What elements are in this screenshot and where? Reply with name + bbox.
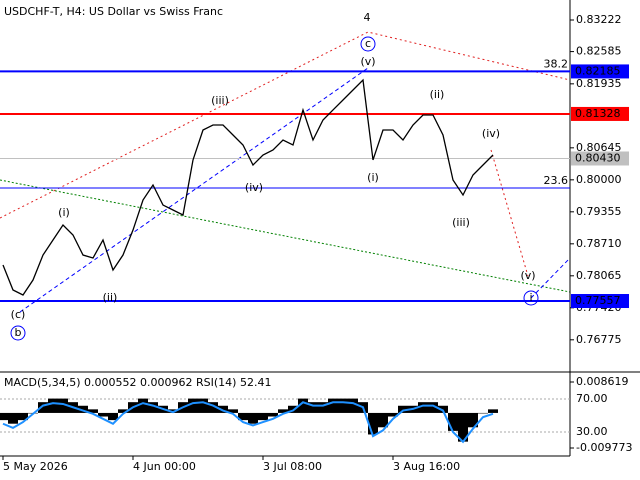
y-tick-label: -0.009773 xyxy=(576,441,632,454)
macd-bar xyxy=(418,402,428,413)
wave-label: c xyxy=(365,37,371,50)
fib-label: 38.2 xyxy=(544,57,569,70)
moving-average xyxy=(0,179,571,293)
price-label: 0.82185 xyxy=(575,64,621,77)
macd-bar xyxy=(258,412,268,421)
y2-tick-label: 70.00 xyxy=(576,392,608,405)
wave-label: (v) xyxy=(360,55,375,68)
macd-bar xyxy=(0,412,8,421)
macd-bar xyxy=(248,412,258,424)
macd-bar xyxy=(398,405,408,413)
macd-bar xyxy=(108,412,118,421)
x-tick-label: 5 May 2026 xyxy=(3,460,68,473)
price-box xyxy=(571,106,629,121)
macd-bar xyxy=(88,409,98,413)
y-tick-label: 0.80000 xyxy=(576,173,622,186)
macd-bar xyxy=(458,412,468,442)
y2-tick-label: 30.00 xyxy=(576,425,608,438)
macd-bar xyxy=(278,409,288,413)
macd-bar xyxy=(58,398,68,413)
macd-bar xyxy=(298,398,308,413)
macd-bar xyxy=(308,402,318,413)
macd-bar xyxy=(208,402,218,413)
wave-label: (ii) xyxy=(430,88,445,101)
macd-bar xyxy=(118,409,128,413)
macd-bar xyxy=(198,398,208,413)
rsi-line xyxy=(2,401,494,444)
y-tick-label: 0.008619 xyxy=(576,375,629,388)
macd-bar xyxy=(38,402,48,413)
x-tick-label: 3 Aug 16:00 xyxy=(393,460,460,473)
macd-bar xyxy=(428,402,438,413)
y-tick-label: 0.79355 xyxy=(576,205,622,218)
projection-line xyxy=(490,149,529,277)
wave-label: (iv) xyxy=(245,181,263,194)
macd-bar xyxy=(468,412,478,428)
chart-title: USDCHF-T, H4: US Dollar vs Swiss Franc xyxy=(4,5,223,18)
y-tick-label: 0.78710 xyxy=(576,237,622,250)
macd-bar xyxy=(318,402,328,413)
price-label: 0.81328 xyxy=(575,107,621,120)
macd-bar xyxy=(98,412,108,417)
wave-label: (i) xyxy=(58,206,70,219)
macd-bar xyxy=(448,412,458,431)
wave-circle xyxy=(10,325,26,341)
wave-label: (iv) xyxy=(482,127,500,140)
x-tick-label: 3 Jul 08:00 xyxy=(263,460,322,473)
wave-circle xyxy=(360,36,376,52)
y-tick-label: 0.83222 xyxy=(576,13,622,26)
macd-bar xyxy=(218,405,228,413)
macd-bar xyxy=(238,412,248,421)
macd-bar xyxy=(328,398,338,413)
price-box xyxy=(571,294,629,309)
y-tick-label: 0.78065 xyxy=(576,269,622,282)
wave-label: 4 xyxy=(364,11,371,24)
price-label: 0.80430 xyxy=(575,151,621,164)
x-tick-label: 4 Jun 00:00 xyxy=(133,460,196,473)
price-box xyxy=(571,64,629,79)
macd-bar xyxy=(378,412,388,428)
macd-bar xyxy=(18,412,28,421)
macd-bar xyxy=(438,405,448,413)
projection-line xyxy=(530,257,571,299)
y-tick-label: 0.80645 xyxy=(576,141,622,154)
macd-bar xyxy=(78,405,88,413)
macd-bar xyxy=(268,412,278,417)
channel-line xyxy=(19,67,369,313)
wave-label: (ii) xyxy=(103,291,118,304)
macd-bar xyxy=(188,398,198,413)
macd-bar xyxy=(48,398,58,413)
wave-label: i xyxy=(529,291,532,304)
decor xyxy=(0,31,571,313)
macd-bar xyxy=(488,409,498,413)
macd-bar xyxy=(348,398,358,413)
wave-label: (iii) xyxy=(452,216,470,229)
fib-label: 23.6 xyxy=(544,174,569,187)
price-box xyxy=(571,151,629,166)
wave-label: (i) xyxy=(367,171,379,184)
wave-label: (c) xyxy=(11,308,26,321)
macd-bar xyxy=(8,412,18,424)
price-line xyxy=(2,78,494,296)
wave-label: (v) xyxy=(520,269,535,282)
macd-bar xyxy=(478,412,488,414)
y-tick-label: 0.81935 xyxy=(576,77,622,90)
macd-bar xyxy=(148,402,158,413)
price-label: 0.77557 xyxy=(575,294,621,307)
y-tick-label: 0.76775 xyxy=(576,333,622,346)
macd-bar xyxy=(138,398,148,413)
macd-bar xyxy=(228,409,238,413)
macd-bar xyxy=(338,398,348,413)
y-tick-label: 0.82585 xyxy=(576,45,622,58)
indicator-label: MACD(5,34,5) 0.000552 0.000962 RSI(14) 5… xyxy=(4,376,271,389)
wave-label: (iii) xyxy=(211,94,229,107)
macd-bar xyxy=(368,412,378,435)
wave-circle xyxy=(523,290,539,306)
macd-bar xyxy=(388,412,398,417)
wave-label: b xyxy=(15,326,22,339)
channel-line xyxy=(0,31,571,219)
